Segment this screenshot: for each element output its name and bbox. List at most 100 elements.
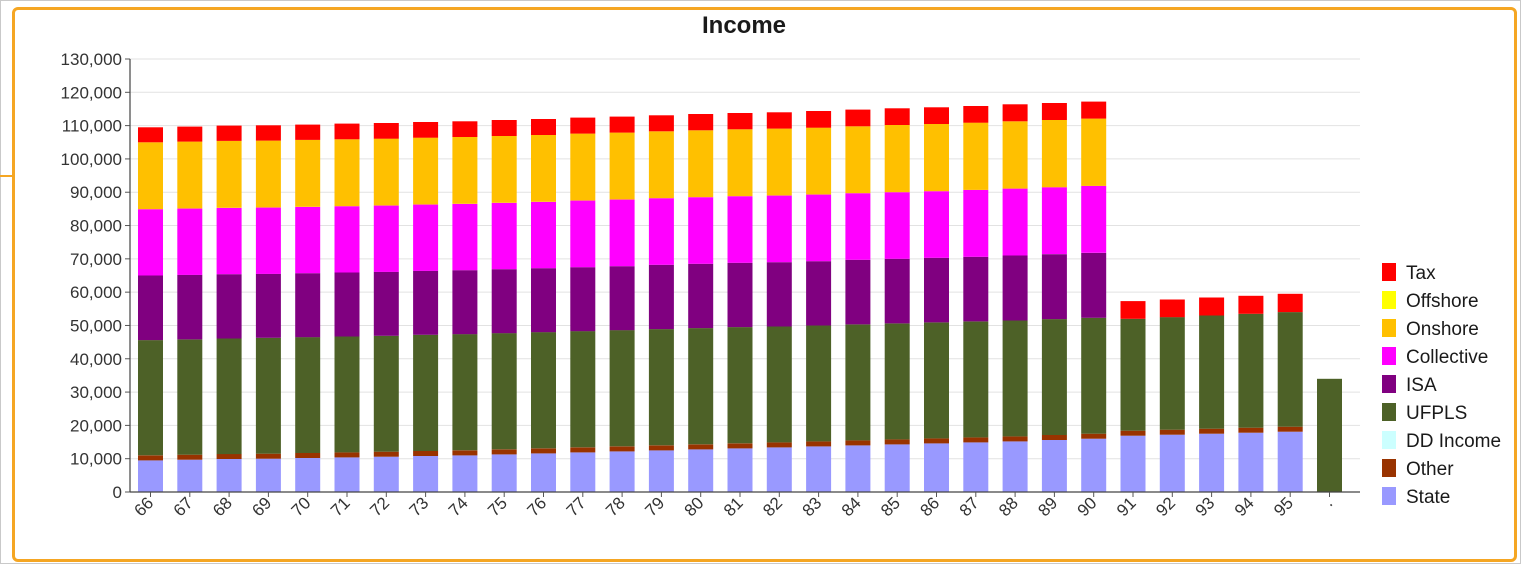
bar-segment-other [216, 454, 242, 459]
bar-segment-state [1002, 441, 1028, 492]
bar-segment-tax [570, 117, 596, 134]
y-axis-ticks: 0 10,000 20,000 30,000 40,000 50,000 60,000 70,… [61, 50, 130, 502]
bar-segment-isa [648, 264, 674, 330]
bar-segment-onshore [766, 128, 792, 196]
legend-label: UFPLS [1406, 403, 1467, 424]
bar-segment-ufpls [806, 325, 832, 442]
bar-segment-other [766, 442, 792, 448]
x-tick-label: 81 [720, 493, 747, 520]
bar-segment-other [413, 451, 439, 456]
bar-segment-collective [766, 195, 792, 263]
bar-segment-collective [570, 200, 596, 268]
x-tick-label: 73 [406, 493, 433, 520]
bar-segment-state [531, 453, 556, 492]
bar-segment-onshore [216, 140, 242, 208]
bar-segment-isa [924, 257, 949, 323]
legend-swatch-tax [1382, 263, 1396, 281]
bar-segment-ufpls [845, 324, 871, 441]
bar-segment-ufpls [413, 334, 439, 451]
bar-segment-onshore [727, 129, 753, 197]
bar-segment-ufpls [1081, 317, 1107, 434]
bar-segment-tax [924, 107, 949, 124]
y-tick-label: 90,000 [70, 183, 122, 202]
bar-segment-isa [884, 258, 910, 324]
bar-segment-state [963, 442, 989, 492]
bar-segment-isa [963, 256, 989, 322]
bar-segment-state [688, 449, 714, 492]
bar-segment-tax [334, 123, 360, 140]
bar-segment-collective [177, 208, 203, 275]
bar-segment-onshore [845, 126, 871, 194]
bar-segment-other [334, 452, 360, 458]
bar-segment-collective [216, 207, 242, 275]
bar-segment-other [688, 444, 714, 450]
x-tick-label: 74 [445, 493, 472, 520]
bar-segment-ufpls [1002, 320, 1028, 437]
bar-segment-ufpls [727, 327, 753, 444]
x-tick-label: 75 [484, 493, 511, 520]
bar-segment-other [727, 443, 753, 449]
bar-segment-ufpls [609, 330, 635, 447]
bar-segment-state [255, 458, 281, 492]
legend-label: Collective [1406, 347, 1488, 368]
bar-segment-isa [177, 274, 203, 340]
bar-segment-state [1159, 434, 1185, 492]
y-tick-label: 130,000 [61, 50, 122, 69]
bar-segment-other [570, 447, 596, 453]
x-tick-label: 66 [131, 493, 158, 520]
x-tick-label: 69 [248, 493, 275, 520]
bar-segment-other [531, 448, 556, 454]
y-tick-label: 30,000 [70, 383, 122, 402]
bar-segment-tax [1199, 297, 1225, 316]
bar-segment-ufpls [1317, 378, 1342, 492]
bar-segment-tax [373, 123, 399, 139]
bar-segment-other [138, 455, 163, 461]
bar-segment-ufpls [491, 333, 517, 450]
bar-segment-ufpls [334, 336, 360, 453]
bar-segment-state [138, 460, 163, 492]
bar-segment-tax [1120, 301, 1146, 319]
bar-segment-ufpls [924, 322, 949, 439]
bar-segment-onshore [138, 142, 163, 210]
bar-segment-tax [216, 125, 242, 141]
bar-segment-onshore [452, 136, 478, 204]
legend-label: ISA [1406, 375, 1437, 396]
bar-segment-isa [373, 271, 399, 336]
x-tick-label: . [1320, 493, 1337, 510]
bar-segment-state [1277, 431, 1303, 492]
bar-segment-tax [1159, 299, 1185, 318]
bar-segment-isa [491, 269, 517, 334]
legend-swatch-collective [1382, 347, 1396, 365]
bar-segment-collective [491, 202, 517, 270]
bar-segment-other [1002, 436, 1028, 442]
bar-segment-state [609, 451, 635, 492]
x-tick-label: 88 [995, 493, 1022, 520]
bar-segment-collective [648, 198, 674, 265]
x-tick-label: 71 [327, 493, 354, 520]
bar-segment-ufpls [1238, 313, 1264, 428]
x-tick-label: 90 [1074, 493, 1101, 520]
x-tick-label: 78 [602, 493, 629, 520]
bar-segment-state [727, 448, 753, 492]
bar-segment-isa [255, 273, 281, 338]
axes [129, 59, 1360, 493]
bar-segment-tax [1238, 295, 1264, 314]
bar-segment-ufpls [963, 321, 989, 438]
legend-swatch-dd-income [1382, 431, 1396, 449]
x-tick-label: 70 [288, 493, 315, 520]
bar-segment-isa [1081, 252, 1107, 318]
bar-segment-ufpls [531, 332, 556, 449]
bar-segment-state [766, 447, 792, 492]
bar-segment-onshore [531, 134, 556, 202]
bar-segment-onshore [688, 130, 714, 198]
bar-segment-other [884, 439, 910, 445]
bar-segment-state [806, 446, 832, 492]
bar-segment-other [295, 453, 321, 458]
bar-segment-state [1041, 440, 1067, 492]
y-tick-label: 20,000 [70, 416, 122, 435]
bar-segment-state [452, 455, 478, 492]
bar-segment-ufpls [648, 329, 674, 446]
bar-segment-ufpls [1159, 317, 1185, 430]
bar-segment-onshore [373, 138, 399, 206]
bar-segment-state [1238, 432, 1264, 492]
